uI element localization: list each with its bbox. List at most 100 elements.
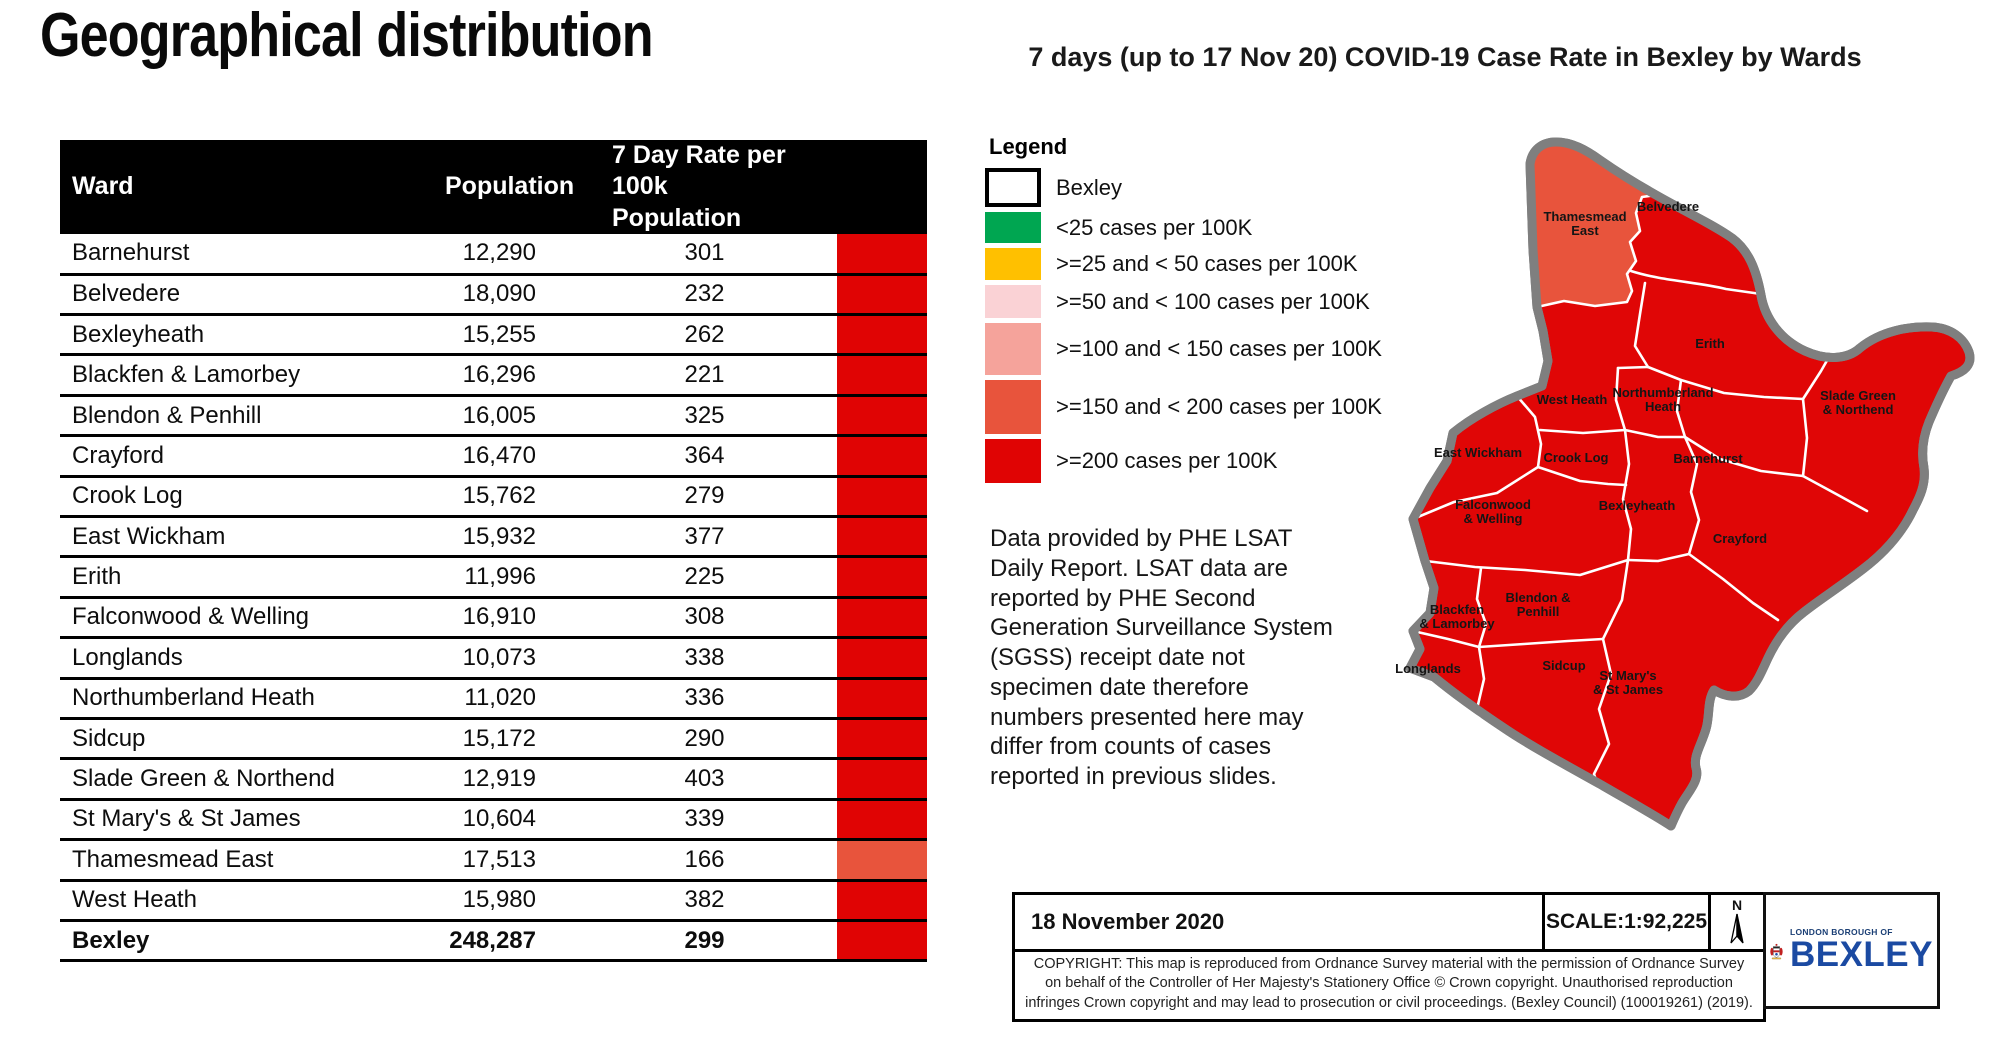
legend-swatch xyxy=(985,168,1041,207)
cell-rate: 382 xyxy=(550,880,797,922)
table-row: Barnehurst 12,290 301 xyxy=(60,233,927,276)
cell-ward: Falconwood & Welling xyxy=(60,597,445,640)
legend-label: >=200 cases per 100K xyxy=(1056,448,1278,473)
legend-title: Legend xyxy=(989,134,1068,159)
page-title: Geographical distribution xyxy=(40,1,654,70)
table-row: Belvedere 18,090 232 xyxy=(60,274,927,317)
ward-label: West Heath xyxy=(1537,392,1608,407)
legend-swatch xyxy=(985,248,1041,280)
legend-label: Bexley xyxy=(1056,174,1123,200)
rate-band-swatch xyxy=(797,718,927,761)
table-row: Thamesmead East 17,513 166 xyxy=(60,839,927,882)
legend-item: >=25 and < 50 cases per 100K xyxy=(985,248,1405,280)
legend-item: >=200 cases per 100K xyxy=(985,439,1405,483)
map-footer-box: 18 November 2020 SCALE:1:92,225 N COPYRI… xyxy=(1012,892,1766,1022)
table-row: Slade Green & Northend 12,919 403 xyxy=(60,758,927,801)
legend-item: >=100 and < 150 cases per 100K xyxy=(985,323,1405,375)
legend-item: >=150 and < 200 cases per 100K xyxy=(985,380,1405,434)
map-title: 7 days (up to 17 Nov 20) COVID-19 Case R… xyxy=(1028,42,1862,72)
bexley-map: Thamesmead East Belvedere Erith West Heath No… xyxy=(1395,137,1975,831)
legend-swatch xyxy=(985,439,1041,483)
ward-label: Slade Green & Northend xyxy=(1820,388,1896,417)
header-band xyxy=(797,140,927,234)
legend-swatch xyxy=(985,212,1041,243)
table-row: Crook Log 15,762 279 xyxy=(60,476,927,518)
cell-population: 10,073 xyxy=(445,637,550,680)
ward-label: Erith xyxy=(1695,336,1725,351)
table-row: Blackfen & Lamorbey 16,296 221 xyxy=(60,354,927,397)
cell-population: 16,296 xyxy=(445,354,550,397)
data-source-note: Data provided by PHE LSAT Daily Report. … xyxy=(990,525,1333,790)
cell-ward: Crayford xyxy=(60,435,445,478)
cell-rate: 338 xyxy=(550,637,797,680)
table-row: Longlands 10,073 338 xyxy=(60,637,927,680)
cell-ward: Crook Log xyxy=(60,476,445,518)
logo-line2: BEXLEY xyxy=(1789,935,1933,975)
cell-ward: West Heath xyxy=(60,880,445,922)
cell-population: 15,762 xyxy=(445,476,550,518)
legend-swatch xyxy=(985,380,1041,434)
legend-swatch xyxy=(985,285,1041,318)
cell-rate: 308 xyxy=(550,597,797,640)
rate-band-swatch xyxy=(797,556,927,599)
cell-ward: Slade Green & Northend xyxy=(60,758,445,801)
rate-band-swatch xyxy=(797,314,927,357)
cell-population: 15,932 xyxy=(445,516,550,559)
rate-band-swatch xyxy=(797,799,927,842)
cell-ward: Thamesmead East xyxy=(60,839,445,882)
map-scale: SCALE:1:92,225 xyxy=(1542,895,1708,949)
table-row: Northumberland Heath 11,020 336 xyxy=(60,678,927,720)
north-arrow: N xyxy=(1708,895,1763,949)
rate-band-swatch xyxy=(797,758,927,801)
rate-band-swatch xyxy=(797,678,927,720)
cell-population: 16,005 xyxy=(445,395,550,438)
legend: Legend Bexley <25 cases per 100K >=25 and … xyxy=(985,134,1405,488)
legend-label: >=25 and < 50 cases per 100K xyxy=(1056,251,1358,276)
cell-rate: 299 xyxy=(550,920,797,963)
cell-ward: Sidcup xyxy=(60,718,445,761)
cell-rate: 232 xyxy=(550,274,797,317)
cell-population: 11,996 xyxy=(445,556,550,599)
copyright-text: COPYRIGHT: This map is reproduced from O… xyxy=(1025,955,1753,1011)
cell-rate: 166 xyxy=(550,839,797,882)
legend-label: >=50 and < 100 cases per 100K xyxy=(1056,288,1370,314)
ward-label: Belvedere xyxy=(1637,199,1699,214)
cell-population: 17,513 xyxy=(445,839,550,882)
cell-ward: St Mary's & St James xyxy=(60,799,445,842)
legend-label: >=100 and < 150 cases per 100K xyxy=(1056,336,1382,361)
cell-ward: Longlands xyxy=(60,637,445,680)
cell-rate: 325 xyxy=(550,395,797,438)
ward-labels: Thamesmead East Belvedere Erith West Heath No… xyxy=(1395,199,1896,697)
rate-band-swatch xyxy=(797,637,927,680)
cell-ward: Bexleyheath xyxy=(60,314,445,357)
cell-rate: 290 xyxy=(550,718,797,761)
cell-rate: 301 xyxy=(550,233,797,276)
map-date: 18 November 2020 xyxy=(1031,909,1225,934)
cell-population: 18,090 xyxy=(445,274,550,317)
header-ward: Ward xyxy=(60,140,445,234)
borough-outline-stroke xyxy=(1405,137,1975,831)
ward-label: Crook Log xyxy=(1544,450,1609,465)
cell-rate: 364 xyxy=(550,435,797,478)
legend-item: Bexley xyxy=(985,168,1405,207)
cell-rate: 377 xyxy=(550,516,797,559)
cell-population: 15,172 xyxy=(445,718,550,761)
rate-band-swatch xyxy=(797,274,927,317)
cell-population: 10,604 xyxy=(445,799,550,842)
legend-item: <25 cases per 100K xyxy=(985,212,1405,243)
table-row: East Wickham 15,932 377 xyxy=(60,516,927,559)
rate-band-swatch xyxy=(797,920,927,963)
bexley-crest-icon xyxy=(1770,943,1783,959)
ward-label: Bexleyheath xyxy=(1599,498,1676,513)
ward-label: St Mary's & St James xyxy=(1593,668,1663,697)
rate-band-swatch xyxy=(797,354,927,397)
ward-label: Longlands xyxy=(1395,661,1461,676)
ward-label: Falconwood & Welling xyxy=(1455,497,1531,526)
logo-line1: LONDON BOROUGH OF xyxy=(1789,927,1893,938)
cell-ward: Erith xyxy=(60,556,445,599)
table-row: St Mary's & St James 10,604 339 xyxy=(60,799,927,842)
ward-label: Barnehurst xyxy=(1673,451,1743,466)
north-arrow-icon xyxy=(1730,914,1744,944)
rate-band-swatch xyxy=(797,476,927,518)
table-row: Blendon & Penhill 16,005 325 xyxy=(60,395,927,438)
